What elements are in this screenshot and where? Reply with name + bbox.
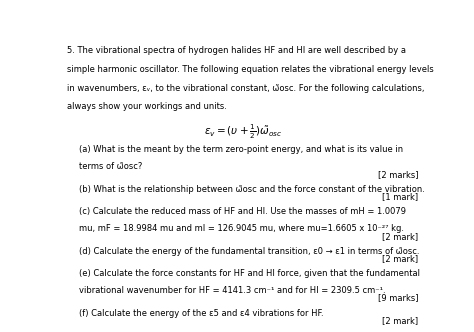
Text: terms of ω̃osc?: terms of ω̃osc? <box>80 162 143 171</box>
Text: (f) Calculate the energy of the ε5 and ε4 vibrations for HF.: (f) Calculate the energy of the ε5 and ε… <box>80 308 324 317</box>
Text: always show your workings and units.: always show your workings and units. <box>67 102 227 111</box>
Text: in wavenumbers, εᵥ, to the vibrational constant, ω̃osc. For the following calcul: in wavenumbers, εᵥ, to the vibrational c… <box>67 84 425 93</box>
Text: [9 marks]: [9 marks] <box>378 293 419 302</box>
Text: (c) Calculate the reduced mass of HF and HI. Use the masses of mH = 1.0079: (c) Calculate the reduced mass of HF and… <box>80 207 406 216</box>
Text: 5. The vibrational spectra of hydrogen halides HF and HI are well described by a: 5. The vibrational spectra of hydrogen h… <box>67 46 406 55</box>
Text: simple harmonic oscillator. The following equation relates the vibrational energ: simple harmonic oscillator. The followin… <box>67 65 434 74</box>
Text: vibrational wavenumber for HF = 4141.3 cm⁻¹ and for HI = 2309.5 cm⁻¹.: vibrational wavenumber for HF = 4141.3 c… <box>80 286 386 295</box>
Text: mu, mF = 18.9984 mu and mI = 126.9045 mu, where mu=1.6605 x 10⁻²⁷ kg.: mu, mF = 18.9984 mu and mI = 126.9045 mu… <box>80 224 404 233</box>
Text: [1 mark]: [1 mark] <box>383 192 419 202</box>
Text: (a) What is the meant by the term zero-point energy, and what is its value in: (a) What is the meant by the term zero-p… <box>80 145 403 154</box>
Text: (e) Calculate the force constants for HF and HI force, given that the fundamenta: (e) Calculate the force constants for HF… <box>80 269 420 278</box>
Text: (b) What is the relationship between ω̃osc and the force constant of the vibrati: (b) What is the relationship between ω̃o… <box>80 185 425 194</box>
Text: [2 mark]: [2 mark] <box>383 232 419 241</box>
Text: [2 mark]: [2 mark] <box>383 254 419 263</box>
Text: [2 marks]: [2 marks] <box>378 170 419 179</box>
Text: (d) Calculate the energy of the fundamental transition, ε0 → ε1 in terms of ω̃os: (d) Calculate the energy of the fundamen… <box>80 247 420 256</box>
Text: $\varepsilon_v = (\upsilon + \frac{1}{2})\tilde{\omega}_{osc}$: $\varepsilon_v = (\upsilon + \frac{1}{2}… <box>204 122 282 141</box>
Text: [2 mark]: [2 mark] <box>383 316 419 325</box>
